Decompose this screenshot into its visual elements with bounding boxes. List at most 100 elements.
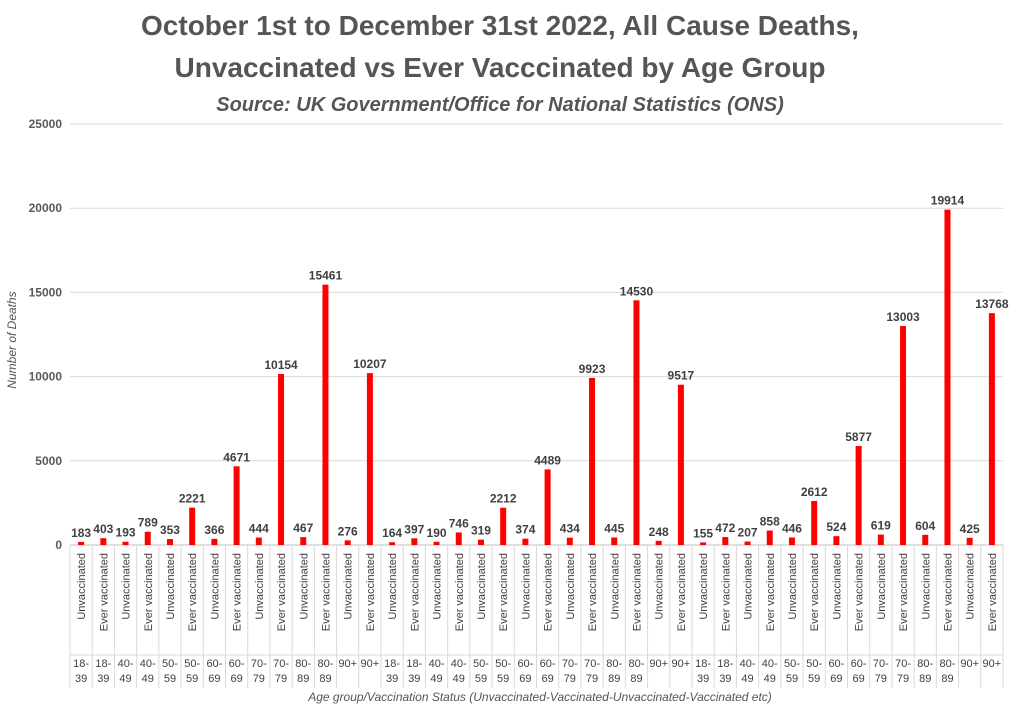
data-label: 2221 bbox=[179, 492, 206, 506]
x-tick-label: Ever vaccinated bbox=[631, 553, 643, 631]
age-group-label-start: 40- bbox=[762, 658, 778, 670]
age-group-label-end: 69 bbox=[208, 673, 220, 685]
age-group-label-start: 50- bbox=[806, 658, 822, 670]
x-tick-label: Ever vaccinated bbox=[498, 553, 510, 631]
age-group-label-end: 89 bbox=[919, 673, 931, 685]
x-tick-label: Ever vaccinated bbox=[454, 553, 466, 631]
data-label: 190 bbox=[427, 526, 447, 540]
x-tick-label: Unvaccinated bbox=[965, 553, 977, 620]
age-group-label-end: 79 bbox=[275, 673, 287, 685]
data-label: 746 bbox=[449, 516, 469, 530]
x-tick-label: Ever vaccinated bbox=[187, 553, 199, 631]
data-label: 366 bbox=[204, 523, 224, 537]
x-tick-label: Unvaccinated bbox=[298, 553, 310, 620]
data-label: 524 bbox=[826, 520, 846, 534]
bar bbox=[544, 469, 551, 545]
bar bbox=[855, 446, 862, 545]
age-group-label-start: 40- bbox=[429, 658, 445, 670]
age-group-label-end: 59 bbox=[475, 673, 487, 685]
data-label: 604 bbox=[915, 519, 935, 533]
x-tick-label: Unvaccinated bbox=[698, 553, 710, 620]
bar bbox=[122, 541, 129, 545]
age-group-label-start: 80- bbox=[606, 658, 622, 670]
bar bbox=[300, 537, 307, 545]
data-label: 434 bbox=[560, 522, 580, 536]
x-tick-label: Ever vaccinated bbox=[409, 553, 421, 631]
x-tick-label: Ever vaccinated bbox=[232, 553, 244, 631]
age-group-label-start: 40- bbox=[740, 658, 756, 670]
x-tick-label: Ever vaccinated bbox=[942, 553, 954, 631]
chart-subtitle: Source: UK Government/Office for Nationa… bbox=[216, 94, 784, 116]
data-label: 13768 bbox=[975, 297, 1009, 311]
x-tick-label: Ever vaccinated bbox=[765, 553, 777, 631]
age-group-label: 90+ bbox=[983, 658, 1002, 670]
data-label: 445 bbox=[604, 522, 624, 536]
y-tick-label: 25000 bbox=[29, 117, 63, 131]
age-group-label-end: 69 bbox=[830, 673, 842, 685]
data-label: 164 bbox=[382, 526, 402, 540]
age-group-label-end: 49 bbox=[764, 673, 776, 685]
data-label: 10154 bbox=[264, 358, 298, 372]
y-tick-label: 15000 bbox=[29, 285, 63, 299]
age-group-label-end: 59 bbox=[786, 673, 798, 685]
data-label: 248 bbox=[649, 525, 669, 539]
age-group-label-end: 59 bbox=[186, 673, 198, 685]
y-axis-label: Number of Deaths bbox=[5, 291, 19, 389]
bar bbox=[322, 284, 329, 545]
age-group-label-end: 49 bbox=[741, 673, 753, 685]
age-group-label-start: 50- bbox=[495, 658, 511, 670]
age-group-label: 90+ bbox=[649, 658, 668, 670]
data-label: 403 bbox=[93, 522, 113, 536]
data-label: 15461 bbox=[309, 269, 343, 283]
x-tick-label: Ever vaccinated bbox=[676, 553, 688, 631]
x-tick-label: Unvaccinated bbox=[876, 553, 888, 620]
data-label: 2612 bbox=[801, 485, 828, 499]
age-group-label-end: 79 bbox=[253, 673, 265, 685]
data-label: 14530 bbox=[620, 284, 654, 298]
age-group-label-start: 80- bbox=[917, 658, 933, 670]
bar bbox=[766, 530, 773, 545]
age-group-label-end: 79 bbox=[564, 673, 576, 685]
age-group-label-end: 69 bbox=[852, 673, 864, 685]
x-tick-label: Unvaccinated bbox=[76, 553, 88, 620]
age-group-label-end: 69 bbox=[230, 673, 242, 685]
x-tick-label: Ever vaccinated bbox=[98, 553, 110, 631]
x-tick-label: Unvaccinated bbox=[254, 553, 266, 620]
age-group-label-end: 89 bbox=[319, 673, 331, 685]
bar bbox=[811, 501, 818, 545]
x-tick-label: Unvaccinated bbox=[654, 553, 666, 620]
age-group-label: 90+ bbox=[361, 658, 380, 670]
age-group-label-start: 70- bbox=[584, 658, 600, 670]
data-label: 319 bbox=[471, 524, 491, 538]
age-group-label-end: 59 bbox=[808, 673, 820, 685]
data-label: 397 bbox=[404, 522, 424, 536]
data-label: 10207 bbox=[353, 357, 387, 371]
bar bbox=[255, 537, 262, 545]
x-tick-label: Unvaccinated bbox=[831, 553, 843, 620]
x-tick-label: Ever vaccinated bbox=[143, 553, 155, 631]
age-group-label-start: 40- bbox=[140, 658, 156, 670]
data-label: 467 bbox=[293, 521, 313, 535]
x-tick-label: Ever vaccinated bbox=[809, 553, 821, 631]
bar bbox=[655, 540, 662, 545]
x-tick-label: Unvaccinated bbox=[209, 553, 221, 620]
age-group-label-end: 79 bbox=[586, 673, 598, 685]
x-tick-label: Unvaccinated bbox=[121, 553, 133, 620]
bar bbox=[166, 539, 173, 545]
age-group-label-end: 59 bbox=[164, 673, 176, 685]
age-group-label-end: 49 bbox=[453, 673, 465, 685]
bar bbox=[211, 538, 218, 545]
data-label: 13003 bbox=[886, 310, 920, 324]
age-group-label-start: 50- bbox=[162, 658, 178, 670]
bar bbox=[633, 300, 640, 545]
x-tick-label: Ever vaccinated bbox=[854, 553, 866, 631]
y-tick-label: 5000 bbox=[35, 454, 62, 468]
age-group-label-end: 39 bbox=[408, 673, 420, 685]
age-group-label-end: 69 bbox=[519, 673, 531, 685]
age-group-label-start: 60- bbox=[851, 658, 867, 670]
x-tick-label: Ever vaccinated bbox=[276, 553, 288, 631]
age-group-label-start: 18- bbox=[73, 658, 89, 670]
bar bbox=[100, 538, 107, 545]
bar bbox=[700, 542, 707, 545]
bar bbox=[189, 507, 196, 545]
